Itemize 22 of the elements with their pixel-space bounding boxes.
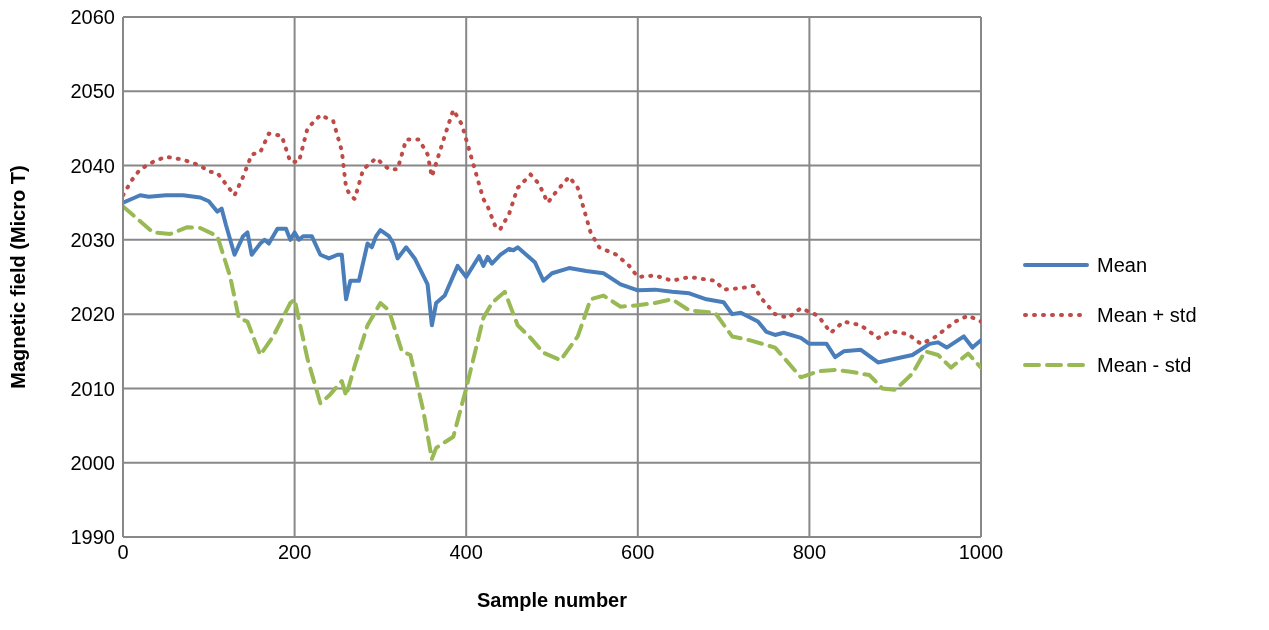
y-tick-label: 2020 [70, 303, 115, 326]
y-tick-label: 2000 [70, 451, 115, 474]
y-tick-label: 2050 [70, 80, 115, 103]
y-tick-label: 1990 [70, 526, 115, 549]
x-tick-label: 200 [277, 541, 312, 564]
y-tick-label: 2010 [70, 377, 115, 400]
y-tick-label: 2040 [70, 154, 115, 177]
x-tick-label: 800 [792, 541, 827, 564]
line-series [123, 204, 981, 461]
y-tick-label: 2060 [70, 6, 115, 29]
y-axis-title: Magnetic field (Micro T) [7, 165, 30, 389]
x-tick-label: 600 [621, 541, 655, 564]
line-series [123, 107, 981, 346]
x-tick-label: 400 [449, 541, 483, 564]
y-tick-label: 2030 [70, 228, 115, 251]
x-tick-label: 0 [117, 541, 129, 564]
legend-label: Mean - std [1097, 353, 1192, 377]
legend-label: Mean + std [1097, 303, 1197, 327]
x-tick-label: 1000 [958, 541, 1004, 564]
line-series [123, 193, 981, 365]
legend-label: Mean [1097, 253, 1148, 277]
x-axis-title: Sample number [476, 589, 628, 611]
